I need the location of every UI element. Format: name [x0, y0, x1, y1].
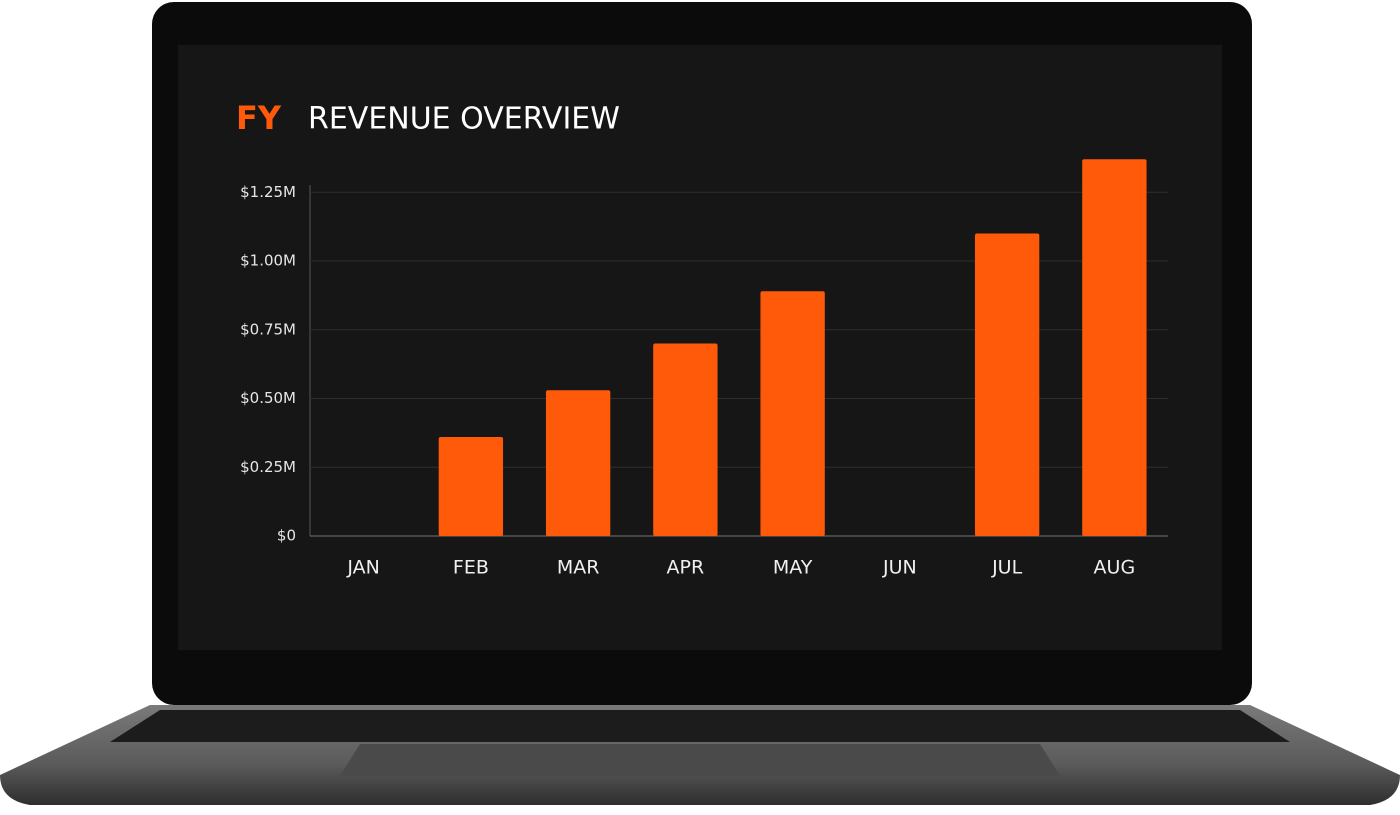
x-tick-label: JAN: [346, 557, 379, 579]
x-tick-label: MAY: [773, 557, 813, 579]
x-tick-label: JUN: [882, 557, 917, 579]
x-tick-label: AUG: [1094, 557, 1136, 579]
y-tick-label: $0.75M: [240, 320, 296, 338]
x-tick-label: FEB: [453, 557, 489, 579]
y-tick-label: $1.00M: [240, 252, 296, 270]
y-tick-label: $1.25M: [240, 183, 296, 201]
keyboard: [110, 710, 1290, 742]
chart-title: REVENUE OVERVIEW: [308, 102, 620, 137]
bar: [545, 390, 611, 536]
y-tick-label: $0.25M: [240, 458, 296, 476]
x-tick-label: JUL: [991, 557, 1023, 579]
x-tick-label: MAR: [557, 557, 600, 579]
y-tick-label: $0: [277, 527, 296, 545]
y-tick-label: $0.50M: [240, 389, 296, 407]
bar: [760, 291, 825, 536]
x-tick-label: APR: [667, 557, 705, 579]
bar: [1082, 159, 1147, 536]
trackpad: [340, 744, 1060, 776]
bar: [653, 343, 718, 536]
bar: [438, 437, 504, 536]
bar: [974, 233, 1040, 536]
logo: FY: [236, 99, 282, 137]
